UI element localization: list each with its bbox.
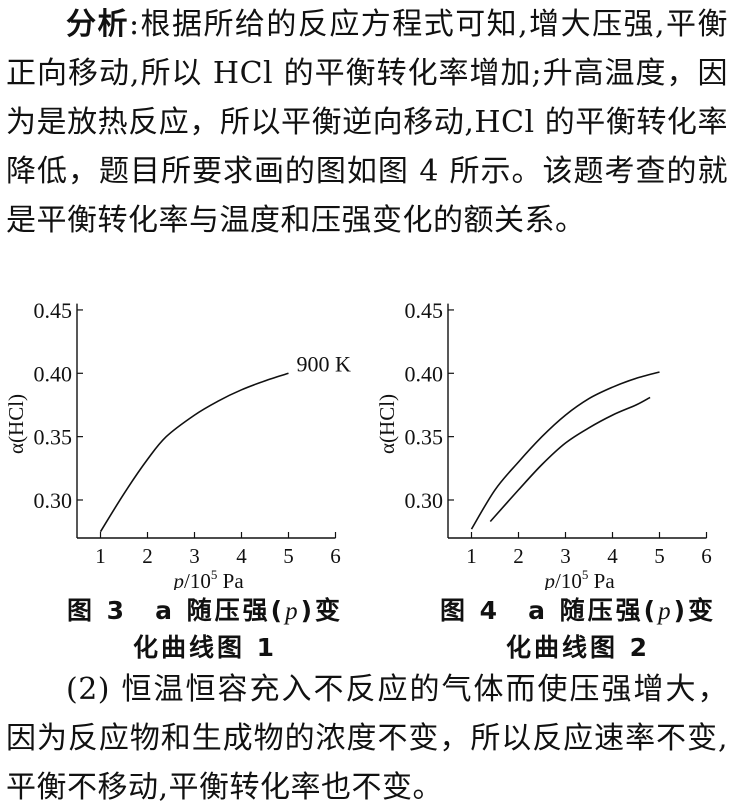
figure-3-caption-var: p — [285, 598, 301, 625]
x-axis-label-var: p — [543, 569, 556, 590]
figure-4-caption-line2: 化曲线图 2 — [505, 633, 651, 662]
series-line-2 — [489, 396, 651, 523]
x-axis-label-unit: /10 — [184, 569, 211, 590]
x-tick-label: 5 — [283, 544, 294, 568]
figure-4-caption-line1: 图 4 a 随压强(p)变 — [428, 593, 728, 630]
explanation-text: (2) 恒温恒容充入不反应的气体而使压强增大，因为反应物和生成物的浓度不变，所以… — [6, 672, 728, 805]
figure-4-caption: 图 4 a 随压强(p)变 化曲线图 2 — [428, 593, 728, 666]
x-axis-label-tail: Pa — [217, 569, 244, 590]
figure-4-caption-text-a: 图 4 a 随压强( — [439, 596, 659, 625]
x-tick-label: 6 — [701, 544, 712, 568]
y-tick-label: 0.40 — [405, 361, 444, 386]
analysis-colon: : — [128, 7, 140, 42]
x-axis-label: p/105 Pa — [543, 567, 616, 590]
x-axis-label: p/105 Pa — [172, 567, 245, 590]
x-axis-label-unit: /10 — [555, 569, 582, 590]
y-tick-label: 0.35 — [405, 425, 444, 450]
x-tick-label: 4 — [607, 544, 618, 568]
x-tick-label: 6 — [330, 544, 341, 568]
x-axis-label-exp: 5 — [211, 567, 218, 582]
y-tick-label: 0.40 — [34, 361, 73, 386]
x-tick-label: 2 — [142, 544, 153, 568]
x-tick-label: 3 — [560, 544, 571, 568]
chart-figure-4: 0.450.400.350.301 2 3 4 5 6α(HCl)p/105 Pa — [375, 298, 712, 593]
x-tick-label: 2 — [513, 544, 524, 568]
x-axis-label-var: p — [172, 569, 185, 590]
y-axis-label: α(HCl) — [375, 394, 399, 454]
x-tick-label: 1 — [466, 544, 477, 568]
figure-3-caption-line1: 图 3 a 随压强(p)变 — [55, 593, 355, 630]
figure-3: 0.45 0.40 0.35 0.30 1 2 3 4 5 6 α(HCl) p/105 Pa 900 … — [0, 280, 370, 593]
series-line-1 — [470, 371, 660, 530]
x-axis-label-exp: 5 — [582, 567, 589, 582]
x-tick-label: 1 — [95, 544, 106, 568]
x-axis-label-tail: Pa — [588, 569, 615, 590]
series-line-1 — [99, 372, 289, 533]
figure-4-caption-text-b: )变 — [673, 596, 717, 625]
y-tick-label: 0.30 — [34, 488, 73, 513]
figure-3-caption: 图 3 a 随压强(p)变 化曲线图 1 — [55, 593, 355, 666]
series-label: 900 K — [297, 351, 352, 376]
y-tick-label: 0.45 — [405, 298, 444, 323]
figure-3-caption-text-b: )变 — [300, 596, 344, 625]
analysis-paragraph: 分析:根据所给的反应方程式可知,增大压强,平衡正向移动,所以 HCl 的平衡转化… — [6, 0, 728, 245]
y-tick-label: 0.45 — [34, 298, 73, 323]
figure-4-caption-var: p — [658, 598, 674, 625]
x-tick-label: 4 — [236, 544, 247, 568]
analysis-text: 根据所给的反应方程式可知,增大压强,平衡正向移动,所以 HCl 的平衡转化率增加… — [6, 7, 728, 238]
figure-3-caption-text-a: 图 3 a 随压强( — [66, 596, 286, 625]
analysis-label: 分析 — [66, 7, 129, 42]
explanation-paragraph: (2) 恒温恒容充入不反应的气体而使压强增大，因为反应物和生成物的浓度不变，所以… — [6, 665, 728, 812]
chart-figure-3: 0.450.400.350.301 2 3 4 5 6α(HCl)p/105 Pa900 … — [4, 298, 352, 593]
figure-3-caption-line2: 化曲线图 1 — [132, 633, 278, 662]
x-tick-label: 3 — [189, 544, 200, 568]
y-tick-label: 0.30 — [405, 488, 444, 513]
y-tick-label: 0.35 — [34, 425, 73, 450]
figure-4: 0.45 0.40 0.35 0.30 1 2 3 4 5 6 α(HCl) p/105 Pa — [370, 280, 734, 593]
x-tick-label: 5 — [654, 544, 665, 568]
y-axis-label: α(HCl) — [4, 394, 28, 454]
